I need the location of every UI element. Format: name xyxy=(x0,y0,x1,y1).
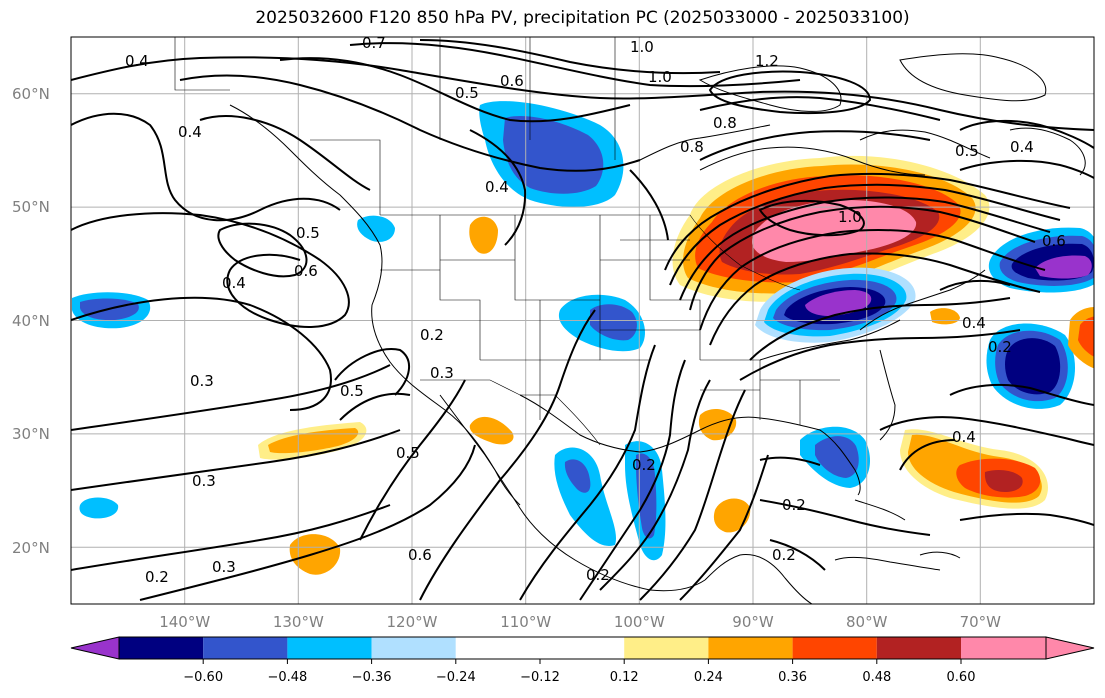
contour-label: 0.6 xyxy=(500,72,524,90)
contour-label: 0.3 xyxy=(190,372,214,390)
latitude-axis: 60°N 50°N 40°N 30°N 20°N xyxy=(12,85,50,557)
lon-tick-label: 140°W xyxy=(159,613,210,631)
colorbar-segment xyxy=(792,637,877,659)
contour-label: 1.0 xyxy=(648,68,672,86)
contour-label: 0.4 xyxy=(178,123,202,141)
contour-label: 0.2 xyxy=(145,568,169,586)
contour-label: 0.4 xyxy=(485,178,509,196)
contour-label: 0.4 xyxy=(952,428,976,446)
contour-label: 0.2 xyxy=(632,456,656,474)
contour-label: 0.4 xyxy=(125,52,149,70)
lon-tick-label: 120°W xyxy=(387,613,438,631)
negative-anomaly-region xyxy=(357,215,395,242)
lon-tick-label: 100°W xyxy=(614,613,665,631)
contour-label: 0.5 xyxy=(396,444,420,462)
negative-anomaly-region xyxy=(815,436,859,478)
colorbar-segment xyxy=(287,637,372,659)
precip-shading xyxy=(72,101,1094,575)
negative-anomaly-region xyxy=(564,459,591,493)
gridlines xyxy=(71,37,1094,604)
contour-label: 0.2 xyxy=(988,338,1012,356)
colorbar-segment xyxy=(624,637,709,659)
negative-anomaly-region xyxy=(590,304,637,341)
contour-label: 0.2 xyxy=(420,326,444,344)
lat-tick-label: 60°N xyxy=(12,85,50,103)
positive-anomaly-region xyxy=(713,498,751,533)
contour-label: 0.5 xyxy=(296,224,320,242)
colorbar-label: −0.60 xyxy=(183,670,223,685)
colorbar-label: 0.36 xyxy=(778,670,807,685)
contour-label: 1.0 xyxy=(630,38,654,56)
contour-label: 0.7 xyxy=(362,34,386,52)
colorbar-label: 0.48 xyxy=(862,670,891,685)
colorbar-segment xyxy=(1045,636,1095,660)
contour-label: 1.2 xyxy=(755,52,779,70)
longitude-axis: 140°W 130°W 120°W 110°W 100°W 90°W 80°W … xyxy=(159,613,1001,631)
colorbar-segment xyxy=(540,637,625,659)
colorbar-segment xyxy=(876,637,961,659)
pv-contours xyxy=(71,39,1094,601)
positive-anomaly-region xyxy=(469,216,498,254)
plot-title: 2025032600 F120 850 hPa PV, precipitatio… xyxy=(255,8,910,28)
colorbar-label: 0.60 xyxy=(947,670,976,685)
contour-label: 0.5 xyxy=(455,84,479,102)
contour-labels: 0.4 0.4 0.7 0.5 0.6 1.0 1.0 1.2 0.8 0.8 … xyxy=(125,34,1066,586)
colorbar-label: −0.48 xyxy=(267,670,307,685)
colorbar-label: 0.24 xyxy=(694,670,723,685)
contour-label: 0.5 xyxy=(340,382,364,400)
contour-label: 0.6 xyxy=(1042,232,1066,250)
contour-label: 0.3 xyxy=(192,472,216,490)
colorbar-segment xyxy=(961,637,1046,659)
contour-label: 0.3 xyxy=(430,364,454,382)
colorbar-label: −0.12 xyxy=(520,670,560,685)
map-content: 0.4 0.4 0.7 0.5 0.6 1.0 1.0 1.2 0.8 0.8 … xyxy=(71,34,1094,604)
contour-label: 0.2 xyxy=(772,546,796,564)
colorbar-segment xyxy=(455,637,540,659)
negative-anomaly-region xyxy=(636,453,657,539)
colorbar-label: −0.24 xyxy=(436,670,476,685)
negative-anomaly-region xyxy=(79,497,119,519)
contour-label: 0.8 xyxy=(680,138,704,156)
lat-tick-label: 20°N xyxy=(12,539,50,557)
map-frame xyxy=(70,36,1095,605)
contour-label: 0.8 xyxy=(713,114,737,132)
lat-tick-label: 50°N xyxy=(12,198,50,216)
contour-label: 0.4 xyxy=(962,314,986,332)
negative-anomaly-region xyxy=(1005,338,1061,395)
lon-tick-label: 80°W xyxy=(846,613,888,631)
contour-label: 1.0 xyxy=(838,208,862,226)
contour-label: 0.6 xyxy=(408,546,432,564)
contour-label: 0.4 xyxy=(1010,138,1034,156)
colorbar: −0.60 −0.48 −0.36 −0.24 −0.12 0.12 0.24 … xyxy=(70,636,1095,685)
colorbar-label: −0.36 xyxy=(352,670,392,685)
contour-label: 0.2 xyxy=(586,566,610,584)
colorbar-segment xyxy=(203,637,288,659)
lat-tick-label: 30°N xyxy=(12,425,50,443)
lon-tick-label: 90°W xyxy=(732,613,774,631)
lat-tick-label: 40°N xyxy=(12,312,50,330)
colorbar-segment xyxy=(119,637,204,659)
negative-anomaly-region xyxy=(503,115,604,194)
positive-anomaly-region xyxy=(1078,316,1094,357)
colorbar-segment xyxy=(371,637,456,659)
colorbar-label: 0.12 xyxy=(610,670,639,685)
negative-anomaly-region xyxy=(805,290,872,316)
negative-anomaly-region xyxy=(1035,255,1092,279)
positive-anomaly-region xyxy=(752,200,917,262)
colorbar-segment xyxy=(70,636,120,660)
positive-anomaly-region xyxy=(984,470,1023,492)
contour-label: 0.6 xyxy=(294,262,318,280)
contour-label: 0.2 xyxy=(782,496,806,514)
lon-tick-label: 130°W xyxy=(273,613,324,631)
contour-label: 0.4 xyxy=(222,274,246,292)
political-borders xyxy=(174,37,840,446)
contour-label: 0.5 xyxy=(955,142,979,160)
positive-anomaly-region xyxy=(469,416,514,445)
lon-tick-label: 110°W xyxy=(500,613,551,631)
lon-tick-label: 70°W xyxy=(960,613,1002,631)
coastlines xyxy=(229,53,1086,604)
contour-label: 0.3 xyxy=(212,558,236,576)
colorbar-segment xyxy=(708,637,793,659)
